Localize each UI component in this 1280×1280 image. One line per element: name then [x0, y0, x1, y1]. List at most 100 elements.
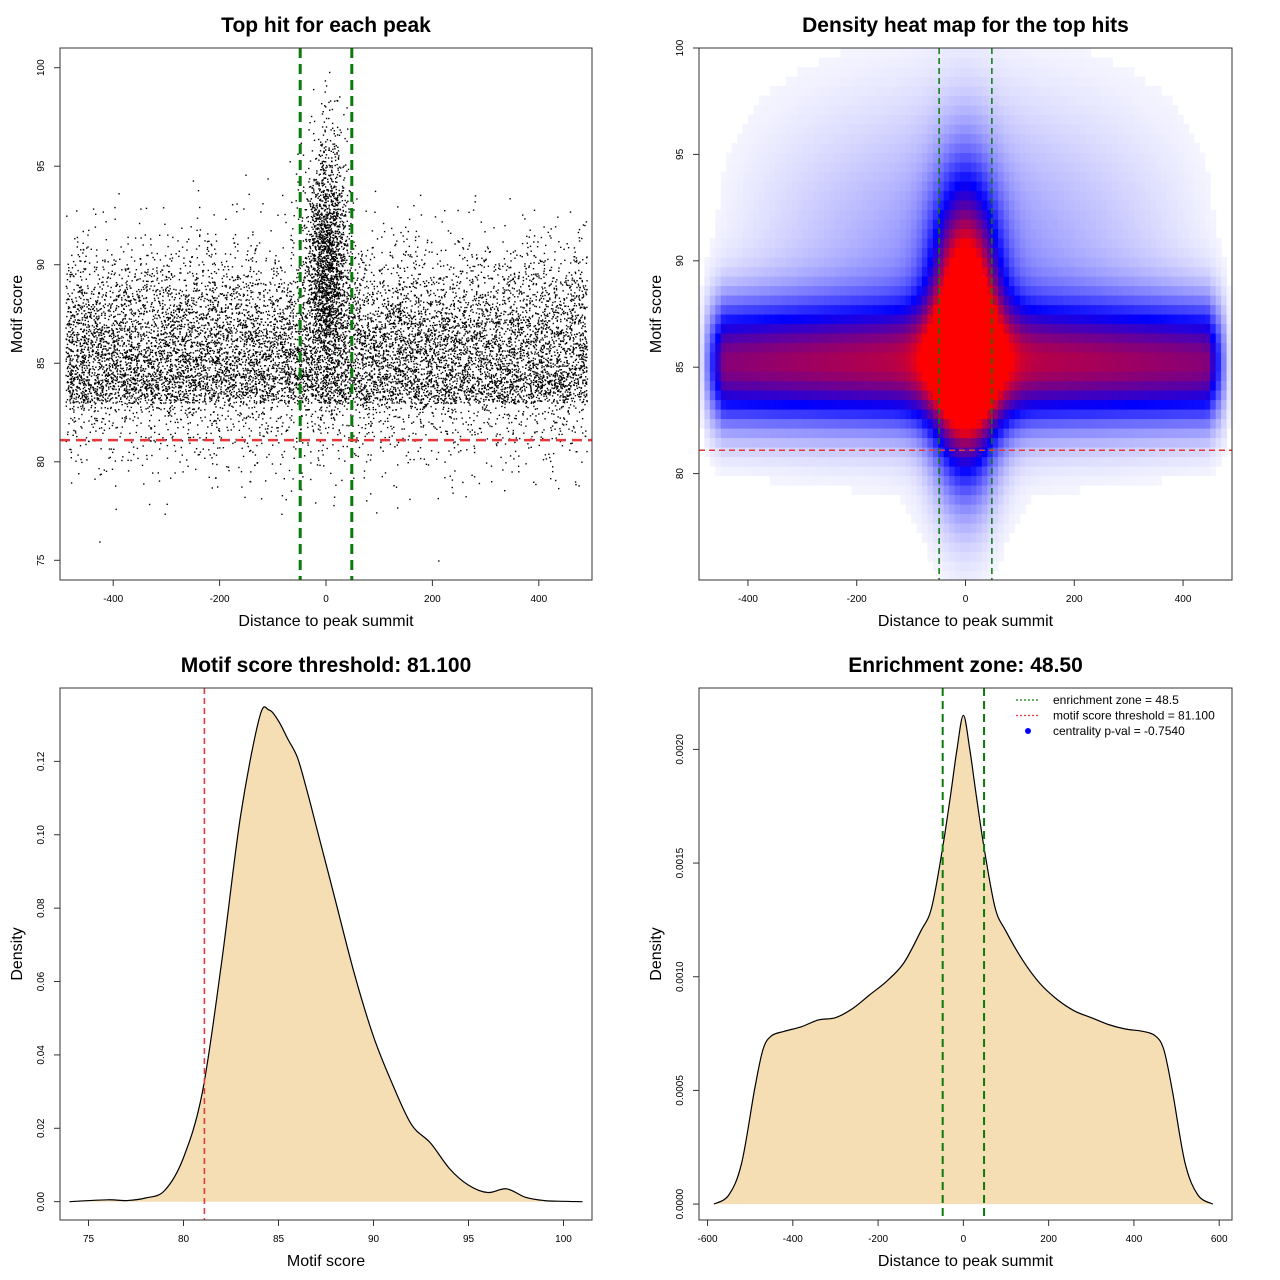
scatter-point	[312, 385, 314, 387]
scatter-point	[484, 322, 486, 325]
scatter-point	[66, 315, 68, 318]
scatter-point	[130, 381, 133, 383]
scatter-point	[577, 361, 580, 364]
scatter-point	[415, 368, 418, 371]
scatter-point	[218, 330, 220, 333]
scatter-point	[548, 350, 551, 352]
scatter-point	[226, 276, 228, 278]
scatter-point	[212, 379, 214, 381]
scatter-point	[325, 141, 327, 143]
scatter-point	[332, 444, 334, 446]
scatter-point	[388, 376, 391, 378]
scatter-point	[515, 345, 517, 347]
scatter-point	[319, 315, 322, 317]
scatter-point	[448, 364, 450, 366]
scatter-point	[403, 298, 405, 300]
scatter-point	[414, 336, 416, 338]
scatter-point	[117, 355, 120, 358]
scatter-point	[249, 395, 251, 397]
scatter-point	[227, 291, 229, 294]
scatter-point	[431, 303, 433, 305]
scatter-point	[206, 384, 208, 386]
scatter-point	[197, 345, 199, 347]
scatter-point	[334, 100, 336, 102]
scatter-point	[305, 382, 308, 385]
scatter-point	[364, 384, 366, 386]
scatter-point	[389, 375, 392, 377]
scatter-point	[329, 357, 331, 359]
scatter-point	[453, 387, 455, 389]
scatter-point	[109, 385, 112, 388]
scatter-point	[140, 334, 142, 336]
scatter-point	[197, 277, 199, 280]
scatter-point	[563, 385, 565, 387]
scatter-point	[72, 260, 75, 263]
scatter-point	[125, 282, 127, 284]
scatter-point	[467, 304, 469, 306]
scatter-point	[422, 424, 425, 427]
scatter-point	[129, 432, 131, 435]
scatter-point	[365, 315, 367, 317]
scatter-point	[485, 406, 487, 408]
scatter-point	[142, 384, 144, 386]
scatter-point	[241, 265, 243, 267]
scatter-point	[321, 221, 323, 223]
scatter-point	[342, 364, 345, 366]
scatter-point	[114, 409, 116, 411]
scatter-point	[317, 416, 319, 419]
scatter-point	[460, 450, 462, 452]
scatter-point	[302, 378, 304, 381]
scatter-point	[328, 364, 331, 366]
scatter-point	[94, 313, 97, 315]
scatter-point	[201, 293, 203, 296]
scatter-point	[320, 432, 322, 434]
scatter-point	[438, 282, 440, 284]
scatter-point	[185, 361, 187, 363]
scatter-point	[187, 272, 189, 274]
scatter-point	[327, 229, 329, 232]
scatter-point	[307, 444, 309, 446]
scatter-point	[106, 393, 108, 395]
scatter-point	[558, 297, 561, 299]
scatter-point	[313, 213, 315, 215]
scatter-point	[72, 275, 74, 277]
scatter-point	[66, 333, 68, 335]
scatter-point	[408, 327, 410, 329]
scatter-point	[483, 398, 485, 401]
scatter-point	[393, 485, 395, 487]
scatter-point	[270, 373, 272, 375]
scatter-point	[328, 246, 330, 248]
scatter-point	[562, 340, 565, 343]
scatter-point	[265, 399, 267, 401]
scatter-point	[313, 192, 315, 194]
scatter-point	[541, 355, 544, 357]
scatter-point	[480, 271, 483, 273]
scatter-point	[368, 416, 370, 419]
scatter-point	[348, 361, 350, 363]
scatter-point	[336, 244, 338, 246]
scatter-point	[196, 395, 198, 397]
scatter-point	[501, 390, 503, 392]
scatter-point	[209, 307, 211, 310]
scatter-point	[473, 320, 475, 322]
scatter-point	[336, 294, 338, 296]
scatter-point	[526, 235, 528, 238]
scatter-point	[88, 326, 90, 328]
scatter-point	[316, 305, 318, 307]
scatter-point	[337, 146, 339, 148]
scatter-point	[321, 260, 323, 263]
scatter-point	[69, 361, 71, 363]
scatter-point	[326, 376, 329, 379]
scatter-point	[228, 316, 231, 318]
scatter-point	[326, 331, 328, 333]
scatter-point	[397, 441, 400, 444]
scatter-point	[319, 322, 321, 325]
scatter-point	[442, 394, 444, 396]
scatter-point	[331, 230, 333, 232]
scatter-point	[74, 354, 76, 357]
scatter-point	[561, 378, 563, 381]
scatter-point	[326, 166, 328, 168]
scatter-point	[396, 444, 398, 446]
scatter-point	[548, 399, 551, 401]
scatter-point	[165, 390, 167, 392]
